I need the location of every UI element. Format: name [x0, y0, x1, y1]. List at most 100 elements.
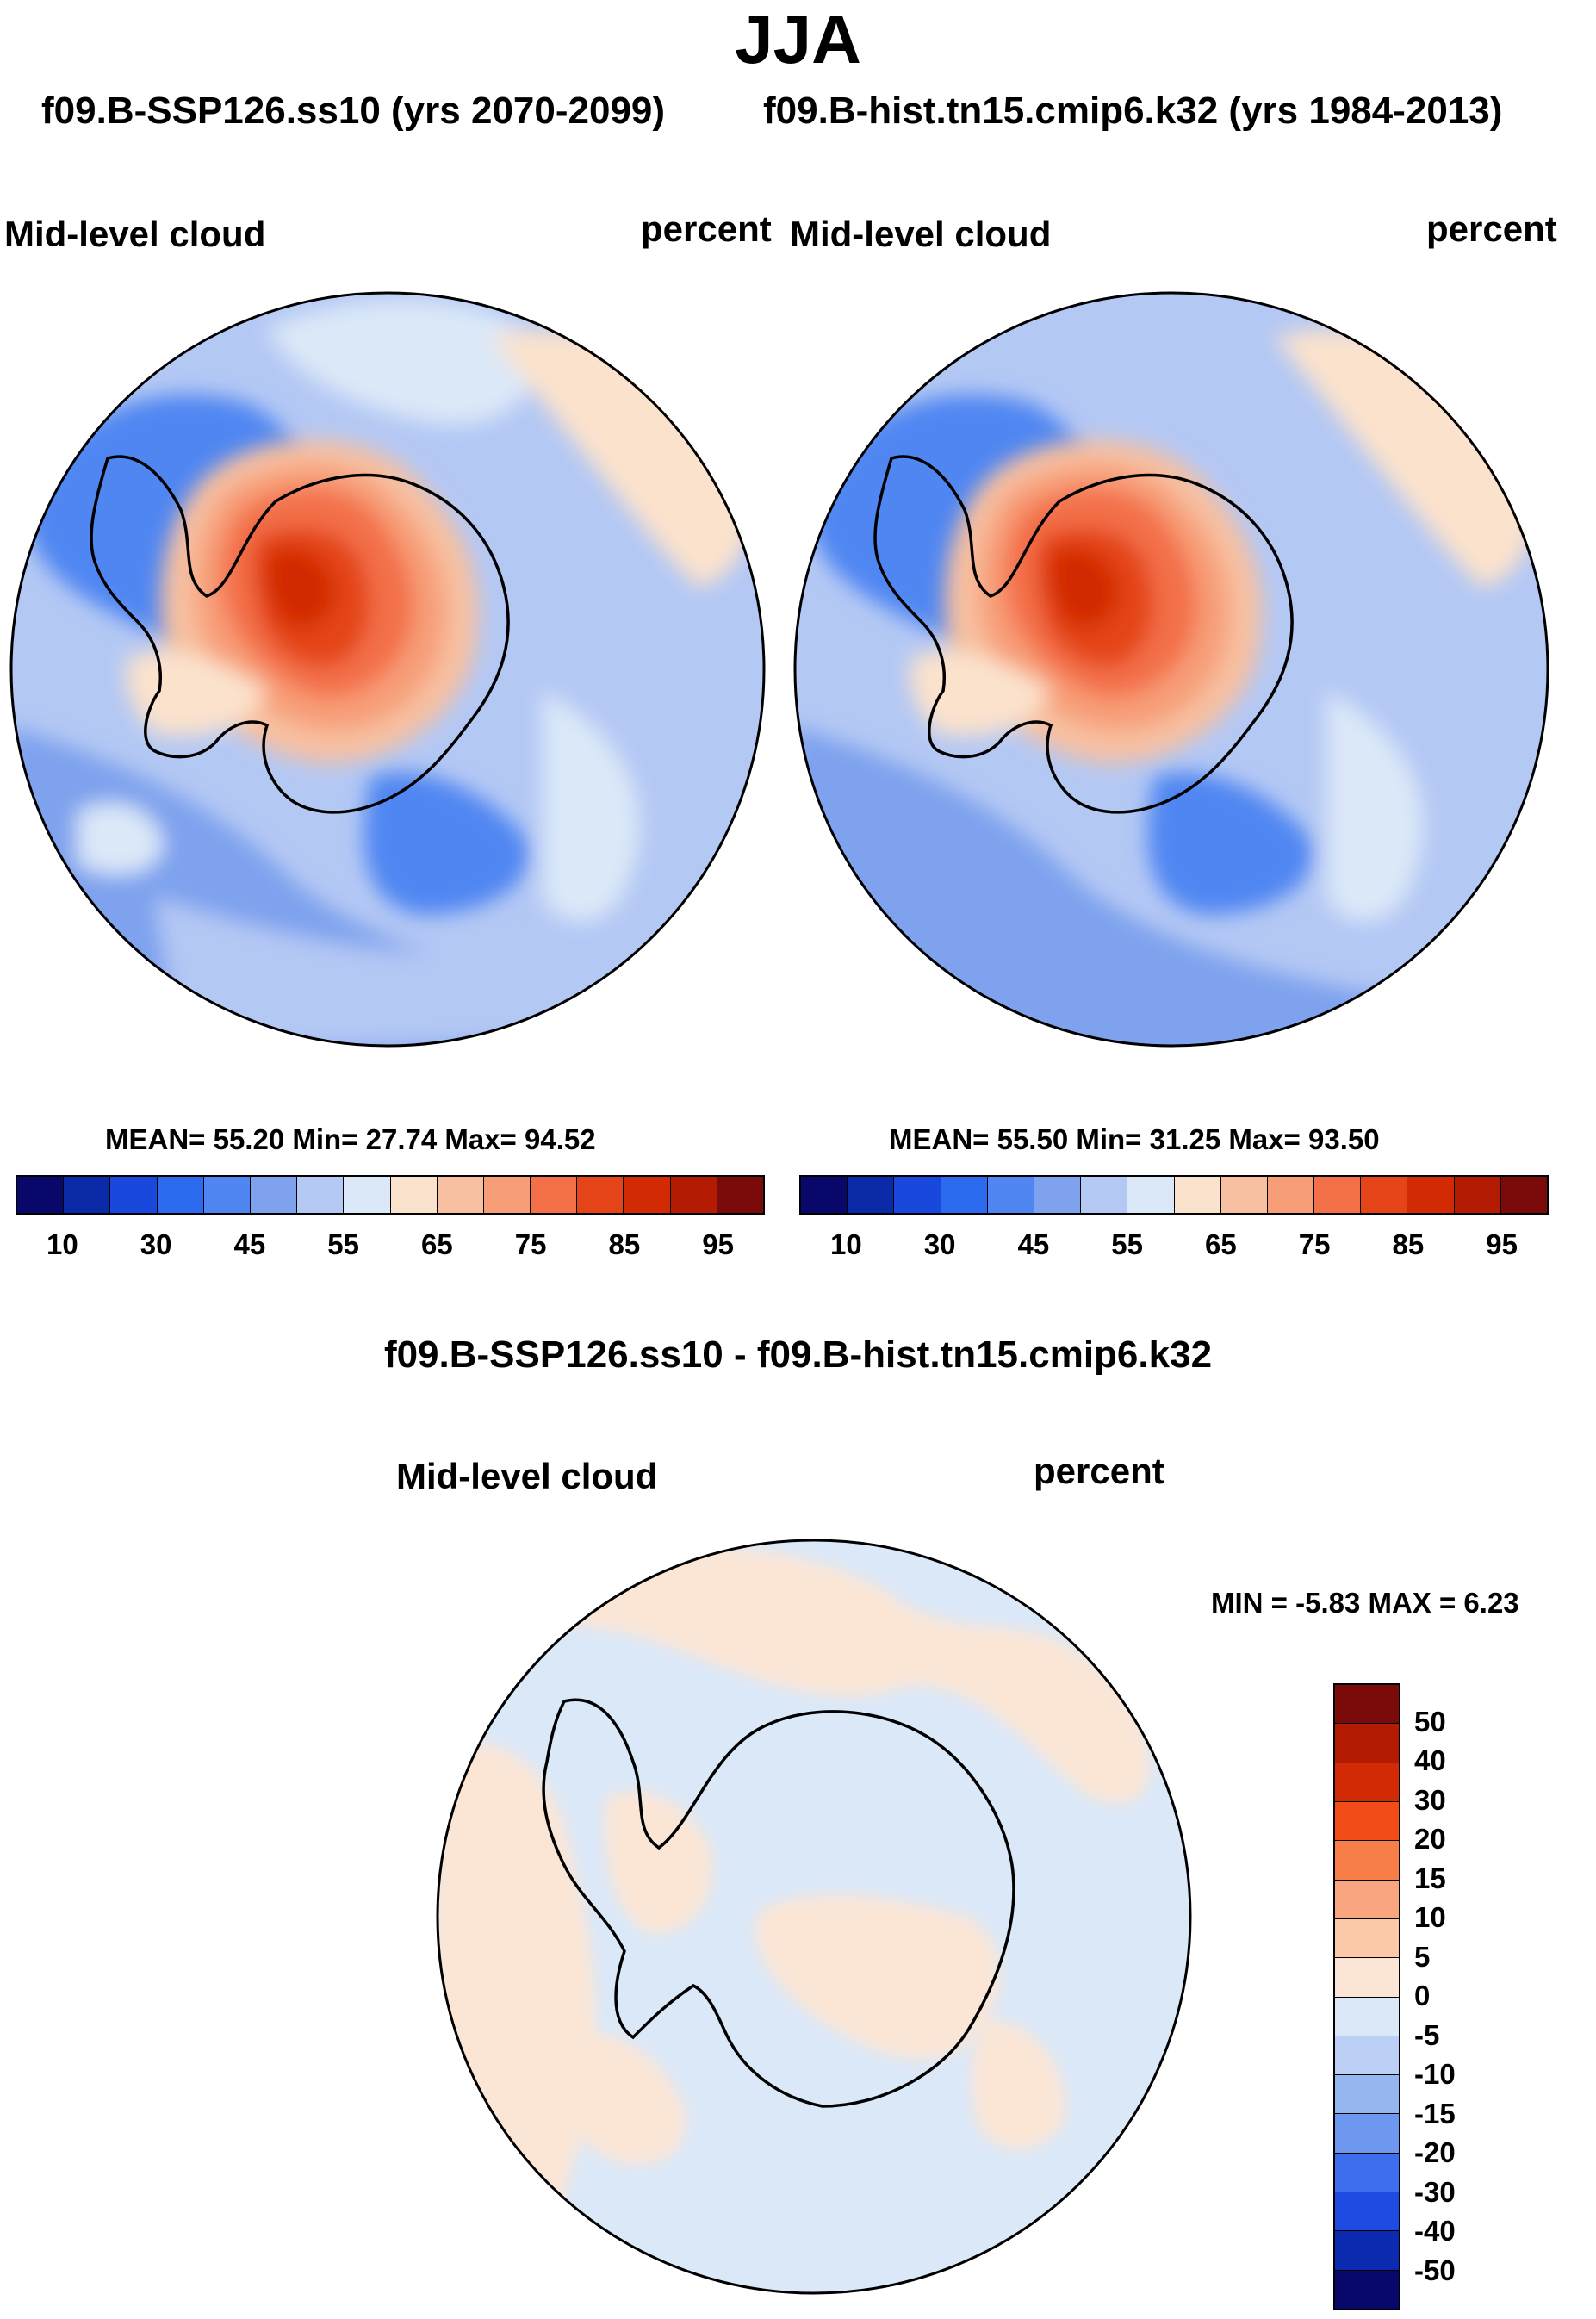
colorbar-swatch: [1335, 1763, 1399, 1802]
colorbar-swatch: [64, 1177, 111, 1213]
colorbar-swatch: [297, 1177, 345, 1213]
colorbar-swatch: [390, 1177, 438, 1213]
positive-anomaly-east: [972, 2020, 1065, 2149]
panel2-units-label: percent: [1426, 208, 1557, 249]
colorbar-swatch: [110, 1177, 158, 1213]
colorbar-swatch: [1335, 1724, 1399, 1763]
diff-stats: MIN = -5.83 MAX = 6.23: [1211, 1587, 1519, 1619]
panel1-polar-map: [9, 291, 766, 1048]
colorbar-swatch: [1335, 1841, 1399, 1881]
panel2-variable-label: Mid-level cloud: [790, 214, 1052, 254]
panel1-colorbar-ticks: 10 30 45 55 65 75 85 95: [16, 1228, 765, 1263]
ice-sheet-peak: [1049, 547, 1120, 629]
colorbar-tick-label: 50: [1414, 1705, 1446, 1738]
antarctica-coastline: [90, 455, 510, 814]
colorbar-swatch: [1454, 1177, 1501, 1213]
colorbar-swatch: [1335, 1997, 1399, 2036]
colorbar-tick-label: -30: [1414, 2175, 1456, 2208]
colorbar-swatch: [1220, 1177, 1268, 1213]
colorbar-tick-label: 0: [1414, 1980, 1431, 2011]
colorbar-swatch: [1335, 2036, 1399, 2076]
colorbar-swatch: [1034, 1177, 1082, 1213]
colorbar-tick-label: 30: [923, 1228, 956, 1260]
pale-ocean-west: [78, 803, 164, 875]
colorbar-swatch: [1174, 1177, 1221, 1213]
panel2-polar-map: [793, 291, 1549, 1048]
colorbar-swatch: [987, 1177, 1034, 1213]
colorbar-swatch: [1335, 2231, 1399, 2271]
colorbar-swatch: [1407, 1177, 1455, 1213]
colorbar-tick-label: 10: [47, 1228, 78, 1260]
colorbar-tick-label: 30: [1414, 1783, 1446, 1816]
positive-anomaly-ross: [554, 2032, 686, 2165]
colorbar-tick-label: -40: [1414, 2215, 1456, 2247]
colorbar-swatch: [437, 1177, 484, 1213]
ross-low-cloud: [1147, 772, 1313, 915]
colorbar-swatch: [17, 1177, 65, 1213]
panel2-stats: MEAN= 55.50 Min= 31.25 Max= 93.50: [889, 1123, 1380, 1155]
colorbar-tick-label: 75: [1298, 1228, 1331, 1260]
colorbar-swatch: [1335, 2192, 1399, 2232]
diff-units-label: percent: [1034, 1451, 1164, 1491]
diff-colorbar-ticks: 50 40 30 20 15 10 5 0 -5 -10 -15 -20 -30 -40 -50: [1414, 1683, 1518, 2310]
colorbar-swatch: [1335, 1685, 1399, 1725]
colorbar-swatch: [670, 1177, 717, 1213]
colorbar-tick-label: -20: [1414, 2136, 1456, 2168]
pale-ocean-east: [543, 691, 640, 922]
colorbar-tick-label: -50: [1414, 2254, 1456, 2286]
colorbar-swatch: [1267, 1177, 1315, 1213]
colorbar-swatch: [801, 1177, 848, 1213]
colorbar-tick-label: 30: [140, 1228, 172, 1260]
colorbar-swatch: [1361, 1177, 1408, 1213]
colorbar-swatch: [624, 1177, 671, 1213]
colorbar-swatch: [1081, 1177, 1128, 1213]
antarctica-coastline: [873, 455, 1294, 814]
colorbar-tick-label: 45: [1017, 1228, 1050, 1260]
pale-ocean-north: [267, 300, 537, 426]
colorbar-tick-label: 95: [702, 1228, 734, 1260]
colorbar-swatch: [1500, 1177, 1547, 1213]
colorbar-swatch: [1335, 1801, 1399, 1842]
diff-title: f09.B-SSP126.ss10 - f09.B-hist.tn15.cmip…: [383, 1334, 1213, 1376]
colorbar-tick-label: 15: [1414, 1862, 1446, 1894]
colorbar-tick-label: 65: [421, 1228, 453, 1260]
colorbar-tick-label: 55: [327, 1228, 359, 1260]
colorbar-swatch: [157, 1177, 204, 1213]
positive-anomaly-peninsula: [605, 1791, 712, 1934]
colorbar-swatch: [1335, 2153, 1399, 2193]
colorbar-swatch: [250, 1177, 298, 1213]
ocean-mid-band: [795, 725, 1548, 1046]
colorbar-swatch: [848, 1177, 895, 1213]
colorbar-swatch: [1335, 1880, 1399, 1919]
subtitle-case: f09.B-SSP126.ss10 (yrs 2070-2099): [41, 90, 666, 132]
colorbar-tick-label: -5: [1414, 2018, 1440, 2051]
panel2-colorbar-ticks: 10 30 45 55 65 75 85 95: [799, 1228, 1549, 1263]
diff-polar-map: [436, 1539, 1192, 2295]
colorbar-swatch: [1335, 2114, 1399, 2154]
season-title: JJA: [735, 1, 861, 78]
colorbar-swatch: [531, 1177, 578, 1213]
colorbar-swatch: [1127, 1177, 1175, 1213]
positive-anomaly-north: [504, 1545, 1150, 1804]
colorbar-swatch: [483, 1177, 531, 1213]
colorbar-tick-label: 10: [830, 1228, 862, 1260]
colorbar-tick-label: 55: [1111, 1228, 1143, 1260]
diff-colorbar: [1333, 1683, 1400, 2310]
panel1-units-label: percent: [641, 208, 772, 249]
colorbar-tick-label: -15: [1414, 2097, 1456, 2129]
subtitle-control: f09.B-hist.tn15.cmip6.k32 (yrs 1984-2013…: [763, 90, 1503, 132]
colorbar-tick-label: 85: [1392, 1228, 1425, 1260]
colorbar-swatch: [577, 1177, 624, 1213]
colorbar-swatch: [717, 1177, 763, 1213]
colorbar-tick-label: 20: [1414, 1823, 1446, 1855]
colorbar-swatch: [941, 1177, 988, 1213]
panel1-stats: MEAN= 55.20 Min= 27.74 Max= 94.52: [105, 1123, 596, 1155]
colorbar-swatch: [1335, 2270, 1399, 2309]
antarctica-coastline: [542, 1698, 1015, 2108]
pale-ocean-east: [1326, 691, 1424, 922]
colorbar-swatch: [1335, 1918, 1399, 1959]
panel2-colorbar: [799, 1175, 1549, 1215]
map-border: [9, 291, 766, 1048]
colorbar-tick-label: -10: [1414, 2058, 1456, 2090]
colorbar-tick-label: 95: [1486, 1228, 1518, 1260]
